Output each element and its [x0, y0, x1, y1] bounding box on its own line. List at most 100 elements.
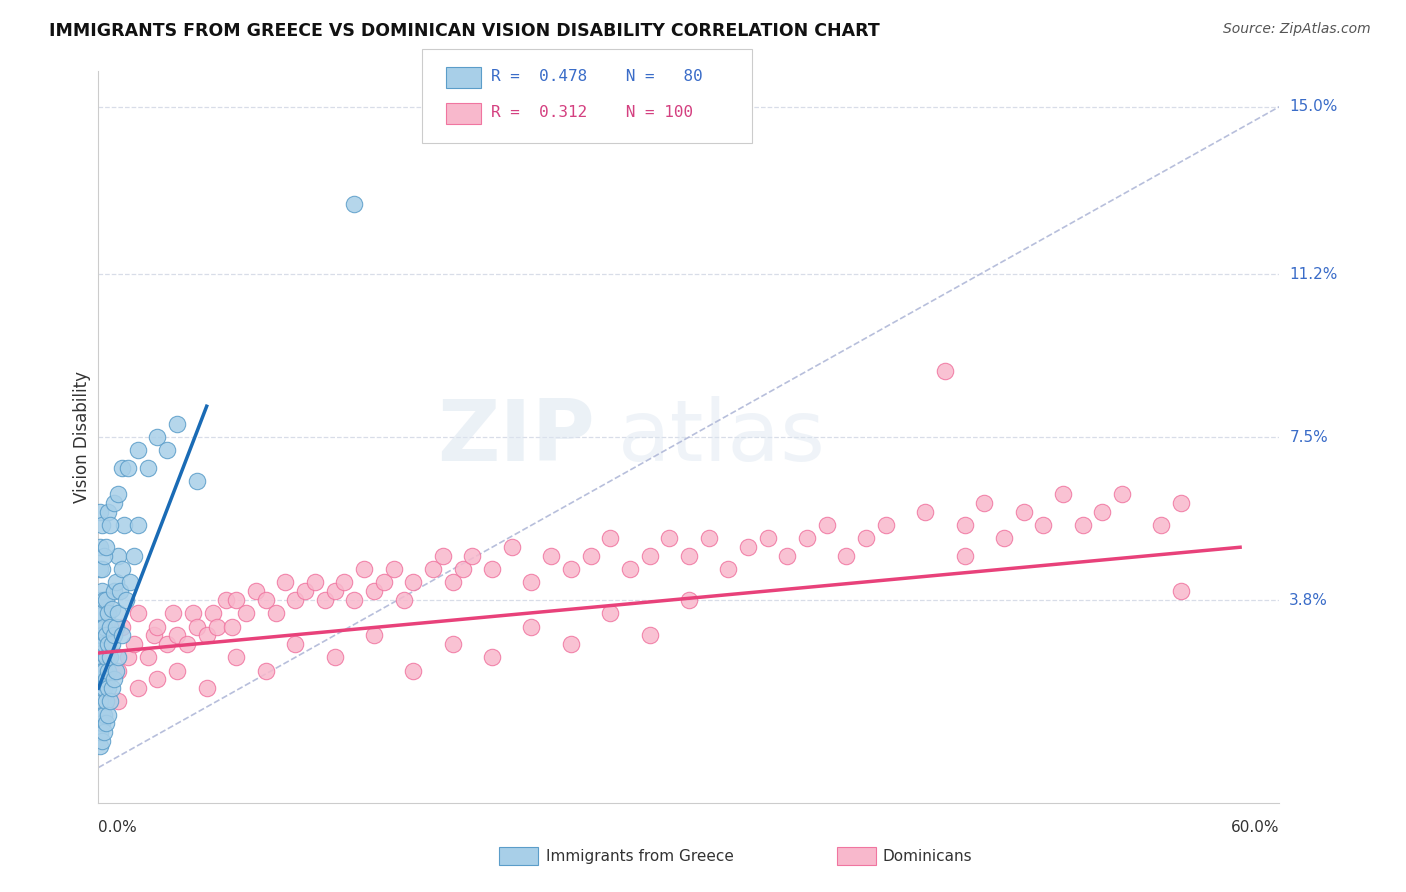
Point: [127, 518, 149, 533]
Point: [97, 664, 120, 678]
Point: [815, 518, 838, 533]
Point: [91, 664, 114, 678]
Point: [91, 716, 114, 731]
Point: [323, 650, 346, 665]
Point: [205, 619, 228, 633]
Point: [264, 607, 287, 621]
Point: [481, 650, 503, 665]
Point: [118, 575, 141, 590]
Point: [540, 549, 562, 563]
Point: [363, 584, 385, 599]
Point: [111, 562, 134, 576]
Point: [678, 549, 700, 563]
Point: [304, 575, 326, 590]
Point: [108, 584, 131, 599]
Point: [89, 637, 111, 651]
Point: [105, 619, 128, 633]
Point: [520, 619, 543, 633]
Point: [717, 562, 740, 576]
Point: [314, 593, 336, 607]
Point: [91, 607, 114, 621]
Point: [441, 575, 464, 590]
Point: [89, 593, 111, 607]
Point: [254, 593, 277, 607]
Text: atlas: atlas: [619, 395, 827, 479]
Point: [91, 734, 114, 748]
Point: [215, 593, 238, 607]
Point: [619, 562, 641, 576]
Point: [136, 461, 159, 475]
Point: [89, 725, 111, 739]
Point: [89, 562, 111, 576]
Point: [89, 673, 111, 687]
Point: [333, 575, 356, 590]
Text: Immigrants from Greece: Immigrants from Greece: [546, 849, 734, 863]
Point: [103, 584, 125, 599]
Point: [422, 562, 444, 576]
Point: [115, 593, 138, 607]
Point: [103, 673, 125, 687]
Point: [373, 575, 395, 590]
Point: [93, 619, 115, 633]
Point: [122, 637, 145, 651]
Point: [166, 664, 188, 678]
Point: [221, 619, 243, 633]
Point: [363, 628, 385, 642]
Point: [520, 575, 543, 590]
Point: [111, 628, 134, 642]
Point: [89, 540, 111, 554]
Text: 60.0%: 60.0%: [1232, 821, 1279, 836]
Point: [96, 650, 118, 665]
Point: [186, 474, 208, 488]
Point: [142, 628, 165, 642]
Point: [93, 637, 115, 651]
Point: [1032, 518, 1054, 533]
Point: [136, 650, 159, 665]
Text: ZIP: ZIP: [437, 395, 595, 479]
Point: [501, 540, 523, 554]
Point: [441, 637, 464, 651]
Point: [98, 694, 121, 708]
Point: [1170, 496, 1192, 510]
Point: [101, 681, 124, 696]
Point: [98, 518, 121, 533]
Point: [796, 532, 818, 546]
Y-axis label: Vision Disability: Vision Disability: [73, 371, 91, 503]
Point: [294, 584, 316, 599]
Point: [402, 664, 425, 678]
Point: [245, 584, 267, 599]
Point: [658, 532, 681, 546]
Point: [835, 549, 858, 563]
Text: Dominicans: Dominicans: [883, 849, 973, 863]
Point: [107, 607, 129, 621]
Point: [91, 562, 114, 576]
Point: [181, 607, 204, 621]
Point: [97, 681, 120, 696]
Point: [111, 461, 134, 475]
Point: [953, 518, 976, 533]
Point: [89, 650, 111, 665]
Text: Source: ZipAtlas.com: Source: ZipAtlas.com: [1223, 22, 1371, 37]
Point: [89, 607, 111, 621]
Point: [1170, 584, 1192, 599]
Point: [111, 619, 134, 633]
Point: [105, 575, 128, 590]
Point: [93, 707, 115, 722]
Point: [93, 549, 115, 563]
Point: [973, 496, 995, 510]
Point: [107, 664, 129, 678]
Point: [1150, 518, 1173, 533]
Point: [1111, 487, 1133, 501]
Point: [89, 505, 111, 519]
Point: [451, 562, 474, 576]
Text: 11.2%: 11.2%: [1289, 267, 1337, 282]
Text: R =  0.478    N =   80: R = 0.478 N = 80: [491, 70, 703, 84]
Point: [156, 637, 179, 651]
Point: [146, 430, 169, 444]
Point: [127, 443, 149, 458]
Point: [96, 694, 118, 708]
Point: [225, 650, 247, 665]
Point: [166, 417, 188, 431]
Point: [195, 681, 218, 696]
Point: [112, 518, 135, 533]
